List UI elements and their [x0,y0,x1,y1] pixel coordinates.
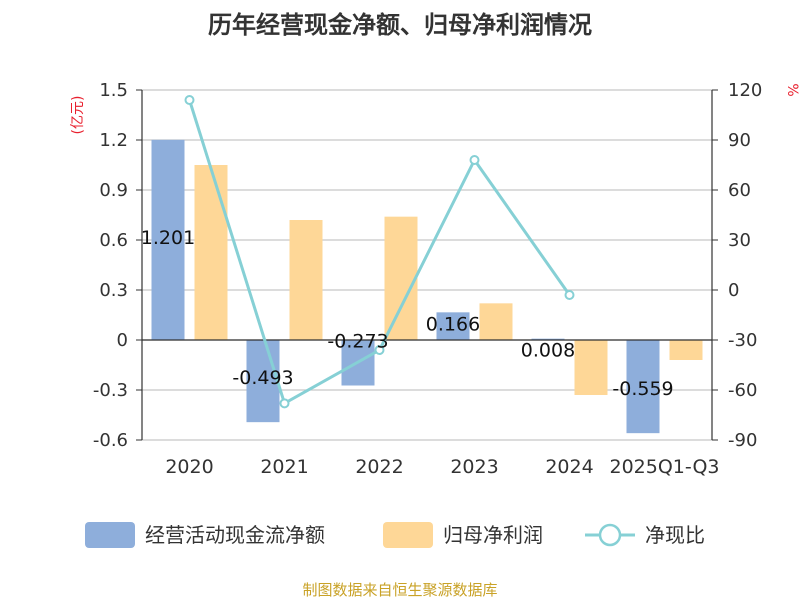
cashflow-data-label: -0.559 [612,378,673,400]
profit-bar [289,220,323,340]
bars [151,139,703,434]
ratio-point [184,95,195,105]
category-label: 2020 [165,456,213,478]
cashflow-bar [246,340,280,423]
cashflow-bar [531,338,565,340]
chart-title: 历年经营现金净额、归母净利润情况 [208,11,592,39]
legend-label: 净现比 [645,523,705,547]
cashflow-data-label: 0.166 [426,313,480,335]
legend-swatch-cashflow [85,522,135,548]
left-tick-label: 0 [117,330,128,351]
right-tick-label: -60 [728,380,757,401]
cashflow-bar [151,139,185,340]
data-source-note: 制图数据来自恒生聚源数据库 [302,581,497,599]
left-tick-label: -0.6 [93,430,128,451]
category-label: 2025Q1-Q3 [610,456,720,478]
left-tick-label: 0.6 [99,230,128,251]
legend-swatch-ratio-point [598,523,622,547]
ratio-point [279,398,290,409]
legend-label: 归母净利润 [443,523,543,547]
ratio-point [374,345,385,355]
category-label: 2021 [260,456,308,478]
legend: 经营活动现金流净额 归母净利润 净现比 [85,522,705,548]
ratio-point [469,155,480,165]
left-axis-unit: (亿元) [70,96,86,135]
right-tick-label: 60 [728,180,751,201]
profit-bar [574,340,608,395]
category-label: 2023 [450,456,498,478]
data-labels: 1.201 -0.493 -0.273 0.166 0.008 -0.559 [141,227,674,400]
left-tick-label: 1.2 [99,130,128,151]
right-tick-label: 90 [728,130,751,151]
cashflow-bar [436,312,470,340]
left-tick-label: 1.5 [99,80,128,101]
right-tick-label: -30 [728,330,757,351]
left-tick-label: 0.3 [99,280,128,301]
tick-labels: 1.5 1.2 0.9 0.6 0.3 0 -0.3 -0.6 120 90 60 30 0 -30 -60… [93,80,762,478]
ratio-point [564,290,575,300]
ratio-line [184,95,575,409]
cashflow-bar [626,340,660,434]
right-tick-label: 0 [728,280,739,301]
right-tick-label: -90 [728,430,757,451]
profit-bar [669,340,703,360]
profit-bar [194,165,228,340]
left-tick-label: -0.3 [93,380,128,401]
legend-label: 经营活动现金流净额 [145,523,325,547]
right-tick-label: 120 [728,80,762,101]
right-tick-label: 30 [728,230,751,251]
cashflow-data-label: -0.493 [232,367,293,389]
cashflow-data-label: -0.273 [327,331,388,353]
legend-swatch-profit [383,522,433,548]
profit-bar [384,216,418,340]
cashflow-data-label: 0.008 [521,340,575,362]
profit-bar [479,303,513,340]
cashflow-data-label: 1.201 [141,227,195,249]
axes [136,89,718,441]
left-tick-label: 0.9 [99,180,128,201]
category-label: 2024 [545,456,593,478]
right-axis-unit: % [784,83,800,96]
category-label: 2022 [355,456,403,478]
